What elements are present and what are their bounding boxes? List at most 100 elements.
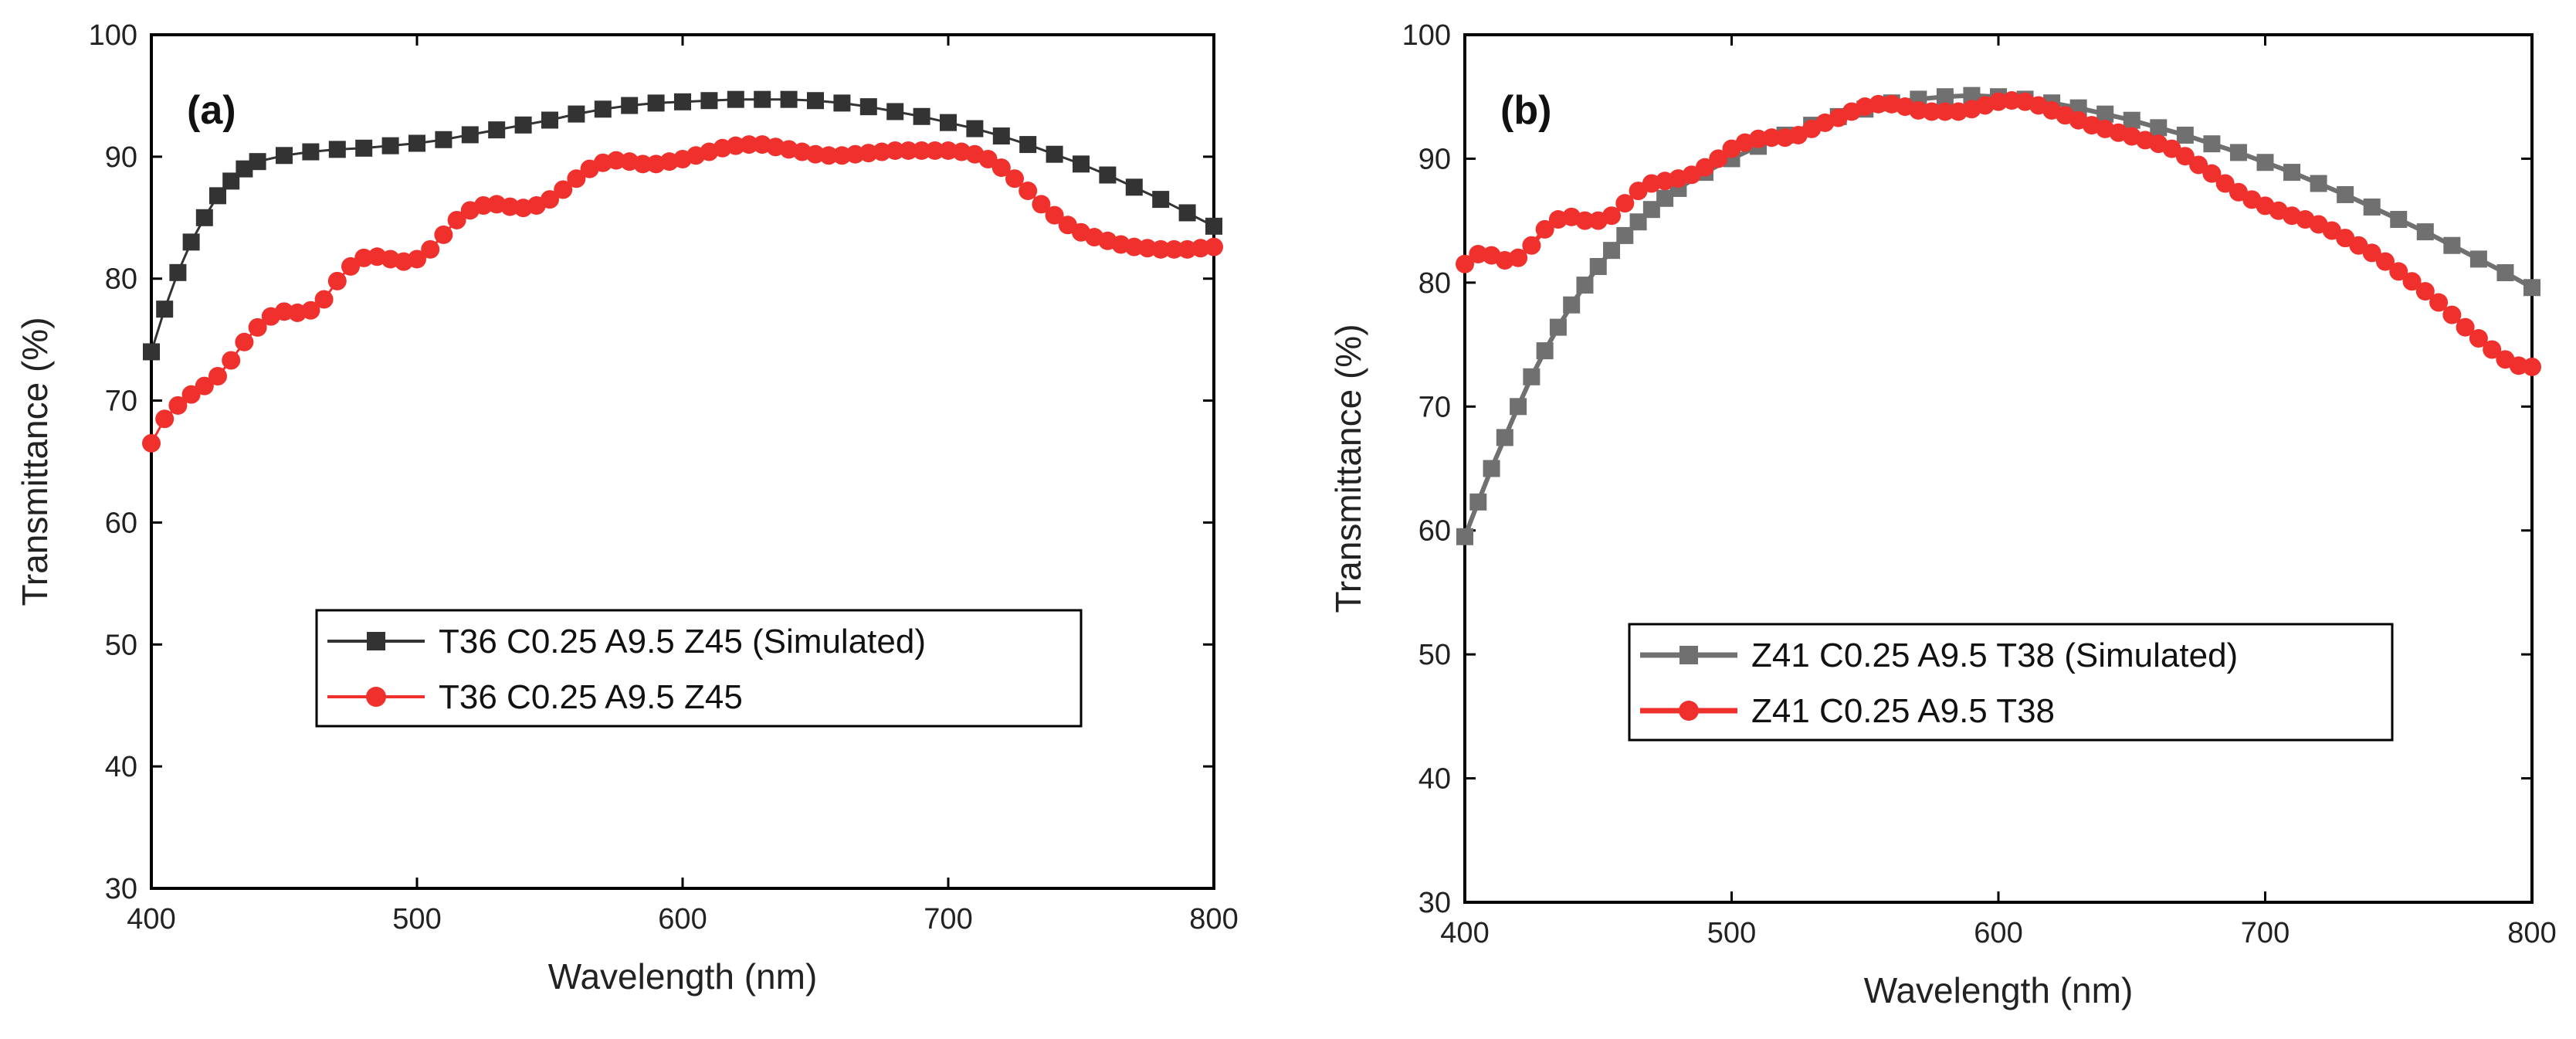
legend-marker	[367, 632, 385, 650]
data-point	[568, 105, 585, 123]
data-point	[2215, 174, 2235, 193]
data-point	[726, 136, 745, 155]
data-point	[647, 94, 665, 112]
y-tick-label: 60	[105, 507, 137, 539]
data-point	[1469, 493, 1487, 511]
data-point	[1509, 248, 1528, 267]
legend: Z41 C0.25 A9.5 T38 (Simulated) Z41 C0.25 …	[1628, 623, 2394, 742]
data-point	[819, 146, 839, 165]
legend-box	[315, 609, 1083, 728]
data-point	[2509, 356, 2528, 375]
data-point	[2442, 305, 2462, 324]
data-point	[514, 116, 532, 134]
y-tick-label: 40	[1418, 763, 1451, 796]
y-tick-label: 90	[105, 141, 137, 174]
data-point	[1046, 145, 1063, 163]
data-point	[1456, 254, 1474, 273]
data-point	[939, 141, 958, 160]
data-point	[992, 127, 1010, 145]
data-point	[1032, 195, 1051, 214]
data-point	[275, 302, 293, 321]
data-point	[991, 158, 1011, 178]
data-point	[1045, 205, 1064, 225]
data-point	[421, 239, 440, 259]
data-point	[182, 233, 200, 251]
chart-panel-b: 400 500 600 700 800 30 40 50 60 70 80 90 100 Waveleng…	[1328, 19, 2557, 1010]
chart-panel-a: 400 500 600 700 800 30 40 50 60 70 80 90 100 Waveleng…	[15, 19, 1239, 997]
data-point	[301, 300, 320, 320]
data-point	[341, 256, 360, 276]
x-tick-label: 800	[1189, 903, 1238, 935]
data-point	[2002, 91, 2022, 110]
data-point	[727, 90, 744, 108]
y-tick-label: 70	[105, 385, 137, 418]
data-point	[886, 141, 905, 160]
data-point	[2443, 236, 2461, 254]
data-point	[1922, 102, 1941, 121]
data-point	[381, 137, 399, 154]
data-point	[1019, 182, 1038, 201]
data-point	[249, 153, 266, 171]
data-point	[2283, 164, 2301, 182]
data-point	[1963, 87, 1981, 104]
data-point	[2189, 155, 2208, 175]
data-point	[1535, 219, 1554, 239]
x-tick-label: 600	[1974, 917, 2022, 949]
legend-marker	[366, 687, 386, 707]
data-point	[1536, 342, 1554, 360]
y-tick-label: 30	[1418, 887, 1451, 919]
data-point	[1191, 239, 1210, 258]
data-point	[248, 317, 267, 337]
data-point	[2415, 282, 2435, 301]
y-tick-label: 100	[89, 19, 137, 52]
x-axis-title: Wavelength (nm)	[548, 956, 818, 997]
panel-label: (b)	[1500, 88, 1551, 133]
data-point	[235, 332, 254, 351]
data-point	[2337, 185, 2354, 203]
data-point	[408, 250, 426, 269]
data-point	[1762, 128, 1781, 148]
data-point	[1073, 155, 1090, 173]
data-point	[1124, 237, 1144, 256]
data-point	[2389, 262, 2408, 281]
data-point	[899, 141, 918, 160]
series-0	[143, 90, 1222, 361]
data-point	[327, 271, 347, 290]
data-point	[1589, 258, 1607, 276]
data-point	[886, 103, 904, 121]
data-point	[833, 94, 851, 112]
data-point	[1616, 226, 1634, 244]
data-point	[2362, 243, 2381, 263]
data-point	[328, 141, 346, 158]
data-point	[1642, 201, 1660, 219]
data-point	[754, 90, 771, 108]
data-point	[155, 409, 175, 429]
data-point	[740, 135, 758, 154]
data-point	[1178, 239, 1197, 259]
data-point	[1164, 239, 1184, 259]
x-tick-label: 600	[658, 903, 707, 935]
x-tick-label: 400	[1440, 917, 1489, 949]
data-point	[1005, 169, 1024, 188]
data-point	[1125, 178, 1143, 196]
y-axis-title: Transmittance (%)	[1328, 324, 1368, 613]
data-point	[434, 225, 453, 244]
data-point	[966, 120, 984, 138]
data-point	[832, 146, 852, 165]
data-point	[607, 151, 625, 170]
data-point	[435, 131, 452, 148]
data-point	[2469, 329, 2488, 348]
data-point	[408, 134, 425, 152]
data-point	[1456, 528, 1473, 545]
data-point	[1935, 102, 1954, 121]
y-axis-title: Transmittance (%)	[15, 317, 55, 606]
x-axis-title: Wavelength (nm)	[1864, 970, 2134, 1010]
data-point	[276, 147, 293, 165]
data-point	[859, 98, 877, 116]
data-point	[1749, 129, 1768, 148]
data-point	[2456, 317, 2475, 337]
data-point	[1989, 92, 2008, 111]
legend: T36 C0.25 A9.5 Z45 (Simulated) T36 C0.25 …	[315, 609, 1083, 728]
data-point	[1909, 100, 1928, 120]
